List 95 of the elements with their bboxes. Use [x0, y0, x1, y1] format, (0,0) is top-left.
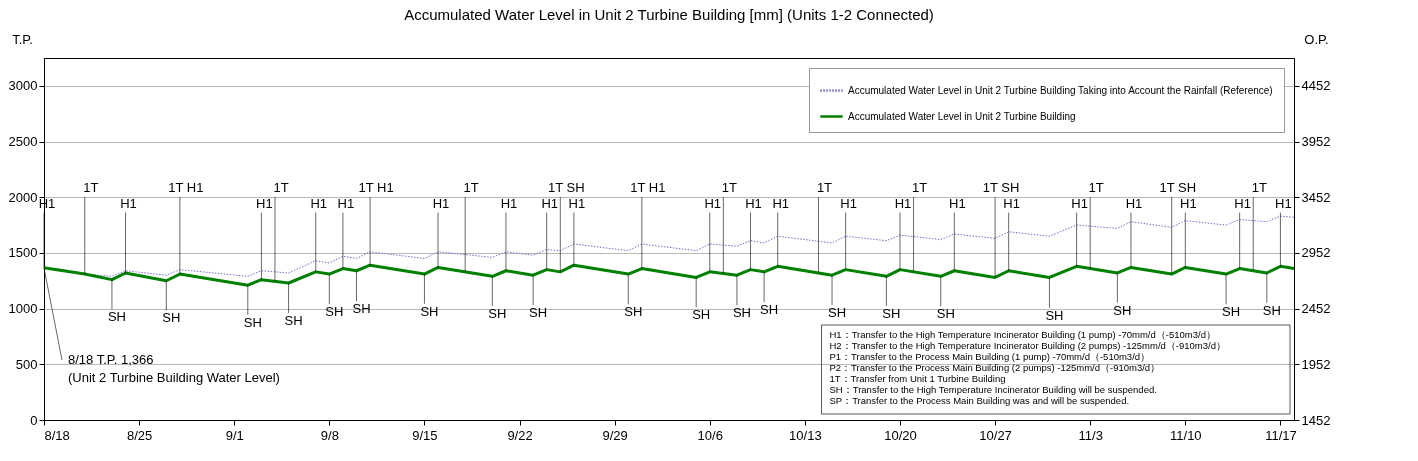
- y2-tick-label: 1952: [1301, 356, 1331, 372]
- annotation: SH: [107, 309, 126, 325]
- annotation: 1T H1: [168, 180, 204, 195]
- x-tick-label: 11/17: [1265, 427, 1297, 443]
- annotation: H1: [500, 195, 518, 211]
- y-tick-label: 1000: [8, 301, 38, 317]
- y2-tick-label: 3452: [1301, 189, 1331, 205]
- annotation: SH: [936, 306, 955, 322]
- annotation: 1T SH: [1159, 180, 1197, 195]
- annotation: H1: [894, 195, 912, 211]
- annotation: H1: [704, 195, 722, 211]
- annotation: 1T：Transfer from Unit 1 Turbine Building: [829, 373, 1006, 384]
- annotation: SH: [529, 304, 548, 320]
- legend-label: Accumulated Water Level in Unit 2 Turbine Building Taking into Account the Rainfall (Reference): [848, 84, 1273, 96]
- x-tick-label: 9/29: [602, 427, 628, 443]
- annotation: SH：Transfer to the High Temperature Incinerator Building will be suspended.: [829, 384, 1157, 395]
- y-axis-title: T.P.: [12, 31, 33, 47]
- annotation: SH: [1222, 304, 1241, 320]
- annotation: SP：Transfer to the Process Main Building was and will be suspended.: [829, 395, 1130, 406]
- y2-tick-label: 2452: [1301, 301, 1331, 317]
- annotation: SH: [1113, 302, 1132, 318]
- annotation: SH: [828, 304, 847, 320]
- annotation: 1T: [83, 180, 99, 195]
- y-tick-label: 0: [30, 412, 38, 428]
- annotation: SH: [488, 305, 507, 321]
- annotation: H1: [745, 195, 762, 211]
- x-tick-label: 9/15: [412, 427, 438, 443]
- x-tick-label: 8/25: [126, 427, 153, 443]
- annotation: SH: [284, 313, 303, 328]
- y2-tick-label: 1452: [1301, 412, 1331, 428]
- annotation: H1: [432, 195, 450, 211]
- x-tick-label: 9/22: [507, 427, 533, 443]
- annotation: SH: [162, 310, 181, 326]
- annotation: 1T: [1088, 180, 1104, 195]
- y-tick-label: 2000: [8, 189, 38, 205]
- x-tick-label: 10/27: [979, 427, 1012, 443]
- annotation: 1T SH: [548, 180, 585, 195]
- annotation: 1T SH: [982, 180, 1020, 195]
- annotation: H2：Transfer to the High Temperature Incinerator Building (2 pumps) -125mm/d（-910m3/d）: [829, 340, 1226, 351]
- annotation: 1T: [273, 180, 289, 195]
- annotation: H1：Transfer to the High Temperature Incinerator Building (1 pump) -70mm/d（-510m3/d）: [829, 329, 1216, 340]
- y2-tick-label: 3952: [1301, 134, 1331, 150]
- annotation: H1: [1125, 195, 1143, 211]
- annotation: 1T: [1251, 180, 1267, 195]
- annotation: H1: [310, 195, 328, 211]
- y2-tick-label: 4452: [1301, 78, 1331, 94]
- annotation: P1：Transfer to the Process Main Building (1 pump) -70mm/d（-510m3/d）: [829, 351, 1151, 362]
- annotation: SH: [624, 304, 643, 320]
- annotation: H1: [1234, 195, 1251, 211]
- chart-title: Accumulated Water Level in Unit 2 Turbine Building [mm] (Units 1-2 Connected): [404, 6, 934, 23]
- annotation: H1: [1179, 195, 1197, 211]
- annotation: 8/18 T.P. 1,366 (Unit 2 Turbine Building Water Level): [68, 352, 280, 385]
- annotation: 1T: [463, 180, 479, 195]
- x-tick-label: 9/1: [225, 427, 244, 443]
- annotation: 1T H1: [630, 180, 666, 195]
- y-tick-label: 2500: [8, 134, 38, 150]
- annotation: 1T: [911, 180, 928, 195]
- annotation: P2：Transfer to the Process Main Building (2 pumps) -125mm/d（-910m3/d）: [829, 362, 1161, 373]
- annotation: SH: [882, 305, 901, 321]
- x-tick-label: 9/8: [320, 427, 339, 443]
- annotation: H1: [1071, 195, 1088, 211]
- annotation: SH: [352, 301, 371, 317]
- x-tick-label: 11/3: [1078, 427, 1103, 443]
- annotation: 1T H1: [358, 180, 394, 195]
- annotation: H1: [568, 195, 586, 211]
- y-tick-label: 1500: [8, 245, 38, 261]
- annotation: SH: [420, 303, 439, 319]
- annotation: H1: [1275, 195, 1292, 211]
- annotation: SH: [325, 304, 344, 320]
- x-tick-label: 10/13: [789, 427, 822, 443]
- x-tick-label: 11/10: [1170, 427, 1202, 443]
- x-tick-label: 8/18: [44, 427, 70, 443]
- annotation: SH: [732, 305, 751, 321]
- annotation: SH: [1045, 307, 1064, 323]
- annotation: H1: [541, 195, 559, 211]
- annotation: SH: [243, 314, 262, 330]
- annotation: SH: [760, 302, 779, 318]
- annotation: H1: [120, 195, 137, 211]
- annotation: 1T: [816, 180, 833, 195]
- y2-axis-title: O.P.: [1304, 31, 1329, 47]
- x-tick-label: 10/6: [697, 427, 723, 443]
- annotation: SH: [1262, 302, 1281, 318]
- annotation: SH: [692, 307, 711, 323]
- annotation: H1: [337, 195, 355, 211]
- y2-tick-label: 2952: [1301, 245, 1331, 261]
- y-tick-label: 3000: [8, 78, 38, 94]
- annotation: H1: [772, 195, 790, 211]
- annotation: H1: [256, 195, 273, 211]
- annotation: H1: [840, 195, 857, 211]
- x-tick-label: 10/20: [884, 427, 917, 443]
- annotation: H1: [949, 195, 966, 211]
- y-tick-label: 500: [15, 356, 38, 372]
- legend-label: Accumulated Water Level in Unit 2 Turbine Building: [848, 110, 1076, 122]
- annotation: 1T: [721, 180, 737, 195]
- annotation: H1: [1003, 195, 1020, 211]
